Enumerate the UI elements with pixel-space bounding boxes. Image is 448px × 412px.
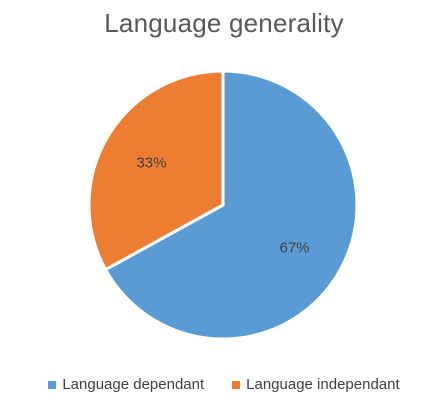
chart-title: Language generality [104, 8, 344, 38]
legend: Language dependant Language independant [0, 376, 448, 393]
data-label-language-dependant: 67% [279, 239, 309, 256]
pie-slice-language-dependant [103, 69, 359, 341]
legend-item-language-independant: Language independant [232, 376, 400, 393]
legend-swatch [48, 380, 57, 389]
data-label-language-independant: 33% [136, 155, 166, 172]
legend-item-language-dependant: Language dependant [48, 376, 204, 393]
legend-label: Language independant [246, 376, 400, 393]
pie-slice-language-independant [87, 69, 225, 272]
legend-label: Language dependant [62, 376, 205, 393]
legend-swatch [232, 380, 241, 389]
